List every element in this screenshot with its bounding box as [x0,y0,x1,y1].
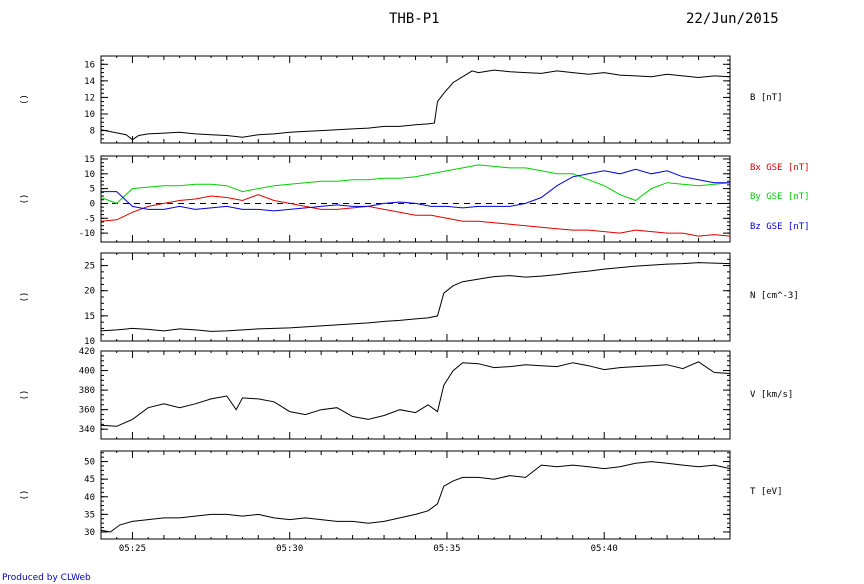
chart-date: 22/Jun/2015 [686,11,779,27]
y-tick-label: -5 [84,214,95,224]
series-line [100,361,731,427]
y-tick-label: 14 [84,77,95,87]
y-tick-label: 360 [79,406,95,416]
y-tick-label: 0 [90,199,95,209]
y-tick-label: 10 [84,170,95,180]
y-tick-label: 45 [84,475,95,485]
panel-left-label: () [20,94,30,105]
y-tick-label: 30 [84,528,95,538]
footer-credit: Produced by CLWeb [2,573,91,583]
series-line [100,194,731,237]
x-tick-label: 05:40 [591,544,618,554]
chart-title: THB-P1 [389,11,440,27]
y-tick-label: 16 [84,60,95,70]
y-tick-label: 25 [84,262,95,272]
panel-frame [100,450,731,540]
series-label: T [eV] [750,487,783,497]
series-line [100,262,731,332]
y-tick-label: 400 [79,367,95,377]
y-tick-label: 420 [79,347,95,357]
panel-left-label: () [20,194,30,205]
series-label: Bz GSE [nT] [750,222,810,232]
series-line [100,461,731,533]
y-tick-label: 35 [84,510,95,520]
panel-left-label: () [20,390,30,401]
y-tick-label: 10 [84,110,95,120]
series-line [100,69,731,141]
series-label: By GSE [nT] [750,192,810,202]
panel-frame [100,350,731,440]
y-tick-label: 50 [84,458,95,468]
y-tick-label: 340 [79,425,95,435]
panel-left-label: () [20,490,30,501]
y-tick-label: 8 [90,127,95,137]
series-label: Bx GSE [nT] [750,163,810,173]
series-line [100,164,731,204]
panel-frame [100,55,731,144]
y-tick-label: 10 [84,337,95,347]
x-tick-label: 05:25 [119,544,146,554]
series-label: V [km/s] [750,390,793,400]
y-tick-label: 12 [84,93,95,103]
series-line [101,168,730,212]
x-tick-label: 05:35 [433,544,460,554]
x-tick-label: 05:30 [276,544,303,554]
panel-left-label: () [20,292,30,303]
y-tick-label: 15 [84,312,95,322]
y-tick-label: 40 [84,493,95,503]
y-tick-label: 20 [84,287,95,297]
y-tick-label: 5 [90,185,95,195]
y-tick-label: 380 [79,386,95,396]
series-label: N [cm^-3] [750,291,799,301]
y-tick-label: -10 [79,229,95,239]
series-label: B [nT] [750,93,783,103]
y-tick-label: 15 [84,155,95,165]
